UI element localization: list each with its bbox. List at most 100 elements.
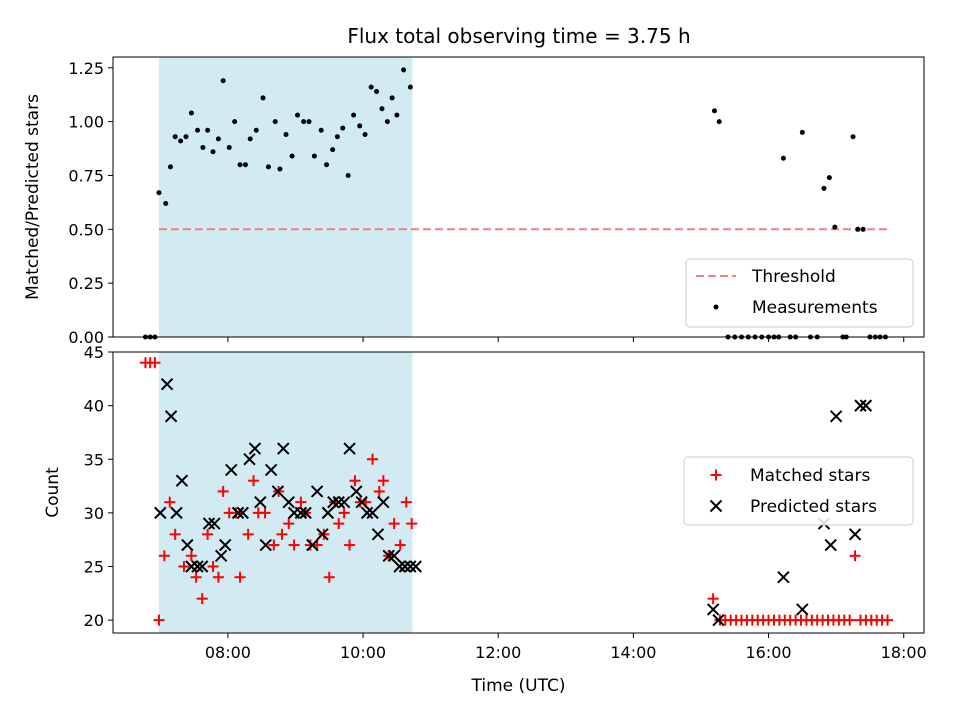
predicted-star-point	[848, 528, 862, 541]
bottom-panel: 20 25 30 35 40 45 08:00 10:00 12:00 14:00 16:00 18…	[43, 343, 927, 696]
matched-star-point	[333, 518, 345, 530]
measurement-point	[330, 147, 336, 153]
matched-star-point	[149, 357, 161, 369]
top-y-tick-label: 0.25	[68, 274, 104, 293]
measurement-point	[200, 144, 206, 150]
predicted-star-point	[310, 485, 324, 498]
top-y-axis: 0.00 0.25 0.50 0.75 1.00 1.25	[68, 59, 113, 347]
measurement-point	[215, 136, 221, 142]
predicted-star-point	[191, 560, 204, 573]
bottom-y-axis: 20 25 30 35 40 45	[84, 343, 113, 630]
measurement-point	[178, 138, 184, 144]
predicted-star-point	[321, 506, 335, 520]
predicted-star-point	[829, 410, 843, 423]
bottom-y-tick-label: 45	[84, 343, 104, 362]
predicted-star-point	[327, 495, 340, 509]
measurement-point	[172, 134, 178, 140]
predicted-star-point	[824, 538, 837, 552]
measurement-point	[301, 119, 307, 125]
predicted-star-point	[350, 485, 363, 498]
predicted-star-point	[796, 603, 809, 616]
matched-star-point	[283, 518, 295, 530]
predicted-star-point	[859, 399, 873, 412]
measurement-point	[306, 119, 312, 125]
measurement-point	[860, 226, 866, 232]
top-marks	[142, 67, 891, 340]
measurement-point	[324, 162, 330, 168]
legend-predicted-stars-sample	[709, 499, 723, 513]
measurement-point	[832, 224, 838, 230]
bottom-x-axis: 08:00 10:00 12:00 14:00 16:00 18:00	[205, 633, 927, 662]
predicted-star-point	[706, 603, 720, 616]
predicted-star-point	[393, 560, 406, 573]
bottom-marks	[139, 357, 894, 627]
matched-star-point	[217, 485, 229, 497]
matched-star-point	[288, 539, 300, 551]
predicted-star-point	[409, 560, 422, 573]
predicted-star-point	[264, 463, 278, 477]
matched-star-point	[164, 496, 176, 508]
predicted-star-point	[175, 474, 189, 487]
matched-star-point	[323, 571, 335, 583]
measurement-point	[242, 162, 248, 168]
matched-star-point	[400, 496, 412, 508]
predicted-star-point	[170, 506, 183, 520]
bottom-observing-window-shade	[158, 352, 413, 633]
measurement-point	[368, 84, 374, 90]
matched-star-point	[169, 528, 181, 540]
bottom-y-tick-label: 25	[84, 558, 104, 577]
predicted-star-point	[398, 560, 412, 573]
matched-star-point	[230, 507, 242, 519]
measurement-point	[394, 112, 400, 118]
bottom-y-axis-label: Count	[43, 467, 63, 518]
measurement-point	[362, 132, 368, 138]
predicted-star-point	[208, 517, 221, 530]
predicted-star-point	[214, 549, 228, 562]
matched-star-point	[207, 561, 219, 573]
predicted-star-point	[371, 528, 385, 541]
top-y-tick-label: 0.00	[68, 328, 104, 347]
measurement-point	[226, 144, 232, 150]
matched-star-point	[406, 518, 418, 530]
predicted-star-point	[160, 377, 174, 391]
predicted-star-point	[712, 613, 725, 627]
matched-star-point	[394, 539, 406, 551]
matched-star-point	[388, 518, 400, 530]
matched-star-point	[212, 571, 224, 583]
measurement-point	[265, 164, 271, 170]
matched-star-point	[196, 593, 208, 605]
measurement-point	[289, 153, 295, 159]
predicted-star-point	[236, 506, 249, 520]
legend-x-marker	[709, 499, 723, 513]
measurement-point	[799, 129, 805, 135]
measurement-point	[295, 112, 301, 118]
predicted-star-point	[377, 495, 390, 509]
predicted-star-point	[164, 410, 178, 423]
bottom-y-tick-label: 35	[84, 450, 104, 469]
x-tick-label: 14:00	[610, 643, 656, 662]
measurement-point	[407, 84, 413, 90]
top-axes-frame	[112, 56, 925, 338]
measurement-point	[384, 119, 390, 125]
matched-star-point	[276, 528, 288, 540]
measurement-point	[283, 132, 289, 138]
bottom-y-tick-label: 40	[84, 397, 104, 416]
matched-star-point	[377, 475, 389, 487]
matched-star-point	[158, 550, 170, 562]
x-tick-label: 08:00	[205, 643, 251, 662]
chart-title: Flux total observing time = 3.75 h	[347, 24, 690, 48]
matched-star-point	[185, 550, 197, 562]
measurement-point	[260, 95, 266, 101]
predicted-star-point	[299, 506, 312, 520]
x-tick-label: 16:00	[746, 643, 792, 662]
matched-star-point	[234, 571, 246, 583]
measurement-point	[826, 175, 832, 181]
top-y-tick-label: 0.75	[68, 166, 104, 185]
predicted-star-point	[231, 506, 245, 520]
matched-star-point	[153, 614, 165, 626]
top-x-ticks	[227, 337, 905, 342]
matched-star-point	[344, 539, 356, 551]
top-observing-window-shade	[158, 57, 413, 337]
top-legend: Threshold Measurements	[685, 258, 914, 328]
predicted-star-point	[202, 517, 216, 530]
